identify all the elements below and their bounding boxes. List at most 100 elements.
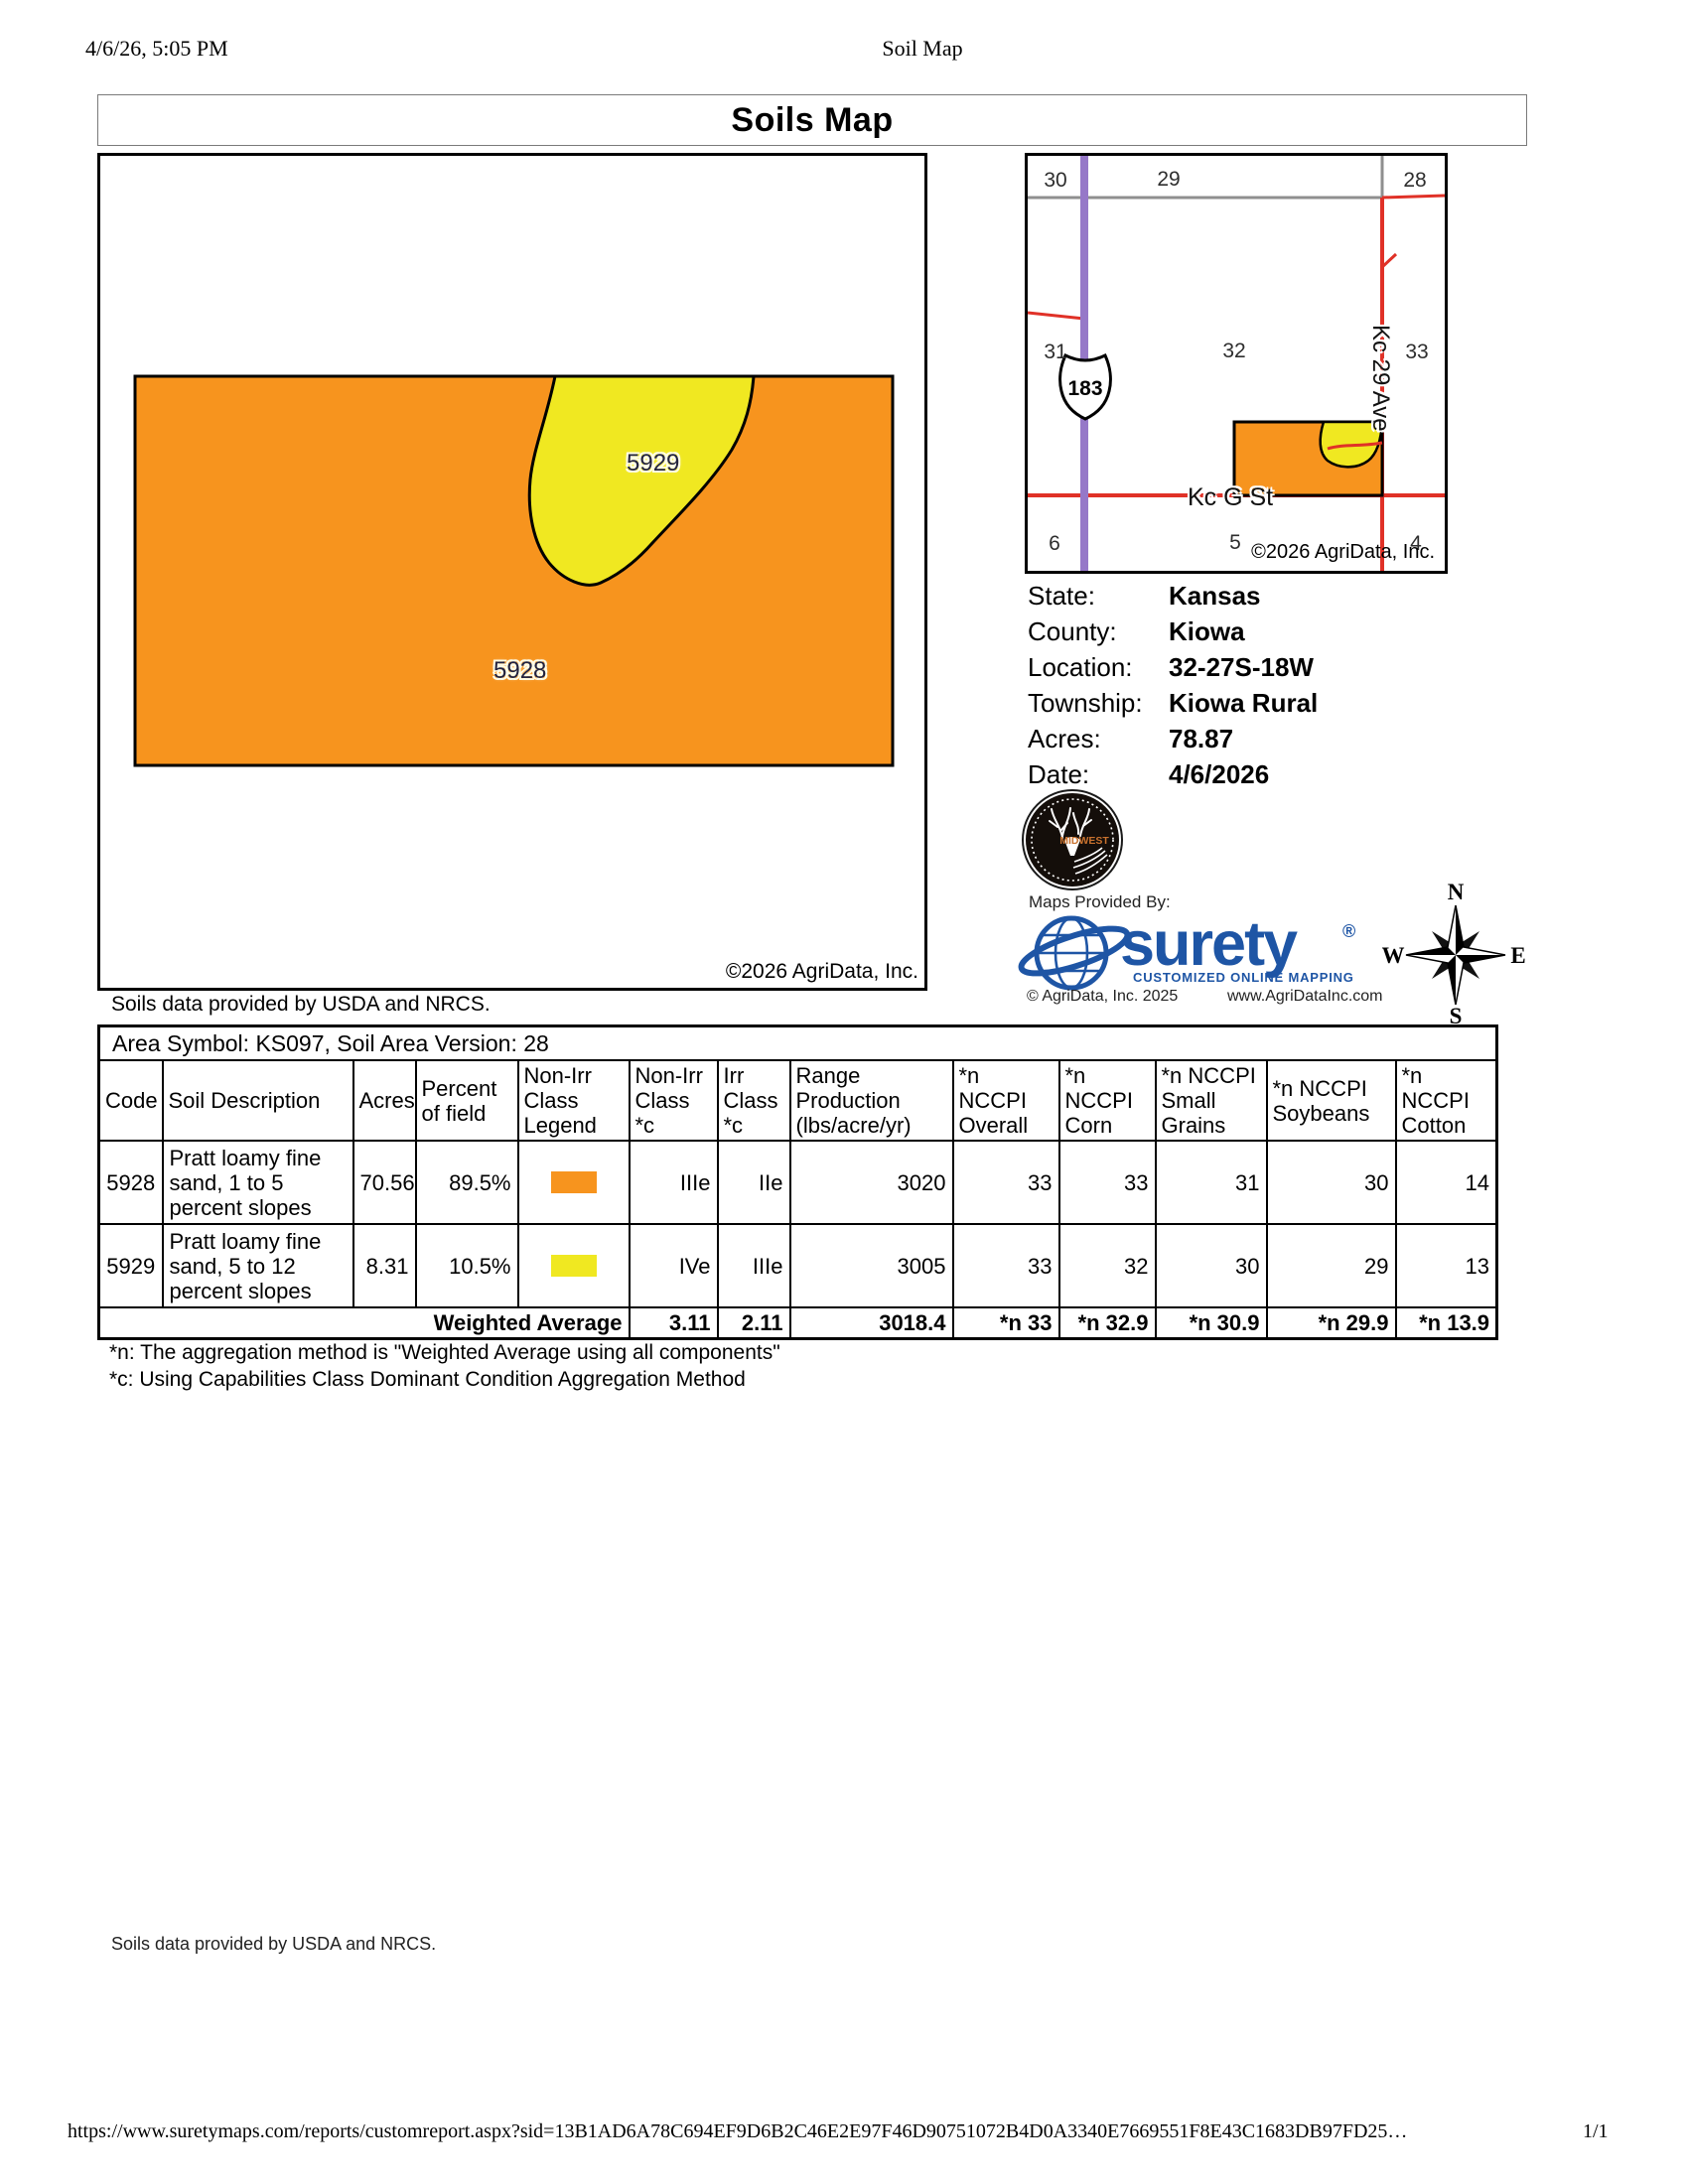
compass-e-label: E — [1510, 943, 1525, 968]
soil-code-label-5929: 5929 — [627, 450, 680, 477]
cell-nccpi-overall: 33 — [951, 1140, 1060, 1225]
cell-nccpi-corn: 33 — [1057, 1140, 1157, 1225]
soils-data-note: Soils data provided by USDA and NRCS. — [111, 993, 491, 1016]
cell-range-production: 3005 — [788, 1223, 954, 1308]
cell-description: Pratt loamy fine sand, 5 to 12 percent s… — [161, 1223, 354, 1308]
wa-nccpi-small-grains: *n 30.9 — [1154, 1306, 1268, 1340]
cell-acres: 8.31 — [352, 1223, 417, 1308]
section-30: 30 — [1044, 169, 1066, 192]
wa-nccpi-corn: *n 32.9 — [1057, 1306, 1157, 1340]
locator-copyright: ©2026 AgriData, Inc. — [1251, 541, 1435, 563]
wa-nccpi-cotton: *n 13.9 — [1394, 1306, 1498, 1340]
registered-mark: ® — [1342, 921, 1356, 941]
cell-nccpi-small-grains: 30 — [1154, 1223, 1268, 1308]
print-footer-url: https://www.suretymaps.com/reports/custo… — [68, 2120, 1408, 2142]
section-numbers: 30 29 28 31 32 33 6 5 4 — [1044, 168, 1428, 555]
cell-irr-class: IIe — [716, 1140, 791, 1225]
info-row-township: Township: Kiowa Rural — [1028, 685, 1445, 721]
print-header-title: Soil Map — [882, 36, 963, 61]
compass-w-label: W — [1382, 943, 1405, 968]
cell-nccpi-soybeans: 30 — [1265, 1140, 1397, 1225]
info-row-date: Date: 4/6/2026 — [1028, 756, 1445, 792]
table-header-row: Code Soil Description Acres Percent of f… — [97, 1059, 1498, 1142]
section-28: 28 — [1403, 169, 1426, 192]
cell-legend — [516, 1140, 631, 1225]
col-header-range-production: Range Production (lbs/acre/yr) — [788, 1059, 954, 1142]
col-header-nccpi-overall: *n NCCPI Overall — [951, 1059, 1060, 1142]
soils-table-container: Area Symbol: KS097, Soil Area Version: 2… — [97, 1024, 1499, 1340]
page-title: Soils Map — [731, 101, 894, 139]
info-label: Date: — [1028, 758, 1090, 789]
wa-irr-class: 2.11 — [716, 1306, 791, 1340]
section-6: 6 — [1049, 532, 1060, 555]
section-33: 33 — [1405, 341, 1428, 363]
cell-code: 5929 — [97, 1223, 164, 1308]
agridata-copyright: © AgriData, Inc. 2025 — [1027, 988, 1179, 1005]
info-row-location: Location: 32-27S-18W — [1028, 649, 1445, 685]
table-row-5928: 5928 Pratt loamy fine sand, 1 to 5 perce… — [97, 1140, 1498, 1225]
cell-nccpi-soybeans: 29 — [1265, 1223, 1397, 1308]
info-value: 32-27S-18W — [1169, 651, 1314, 682]
info-row-acres: Acres: 78.87 — [1028, 721, 1445, 756]
wa-nonirr-class: 3.11 — [628, 1306, 719, 1340]
report-title-box: Soils Map — [97, 94, 1527, 146]
info-value: Kansas — [1169, 580, 1261, 611]
cell-percent: 10.5% — [414, 1223, 519, 1308]
col-header-nccpi-cotton: *n NCCPI Cotton — [1394, 1059, 1498, 1142]
cell-legend — [516, 1223, 631, 1308]
area-symbol-row: Area Symbol: KS097, Soil Area Version: 2… — [97, 1024, 1498, 1061]
map-copyright: ©2026 AgriData, Inc. — [725, 960, 918, 983]
maps-provided-by-label: Maps Provided By: — [1029, 892, 1171, 911]
cell-description: Pratt loamy fine sand, 1 to 5 percent sl… — [161, 1140, 354, 1225]
col-header-description: Soil Description — [161, 1059, 354, 1142]
col-header-code: Code — [97, 1059, 164, 1142]
info-value: Kiowa — [1169, 615, 1245, 646]
deer-body-lines — [1072, 847, 1108, 875]
road-label-kc-g-st: Kc G St — [1188, 483, 1274, 511]
section-32: 32 — [1222, 340, 1245, 362]
wa-nccpi-overall: *n 33 — [951, 1306, 1060, 1340]
surety-globe-icon — [1018, 915, 1131, 991]
footnote-n: *n: The aggregation method is "Weighted … — [109, 1341, 780, 1364]
cell-nccpi-cotton: 14 — [1394, 1140, 1498, 1225]
surety-tagline: CUSTOMIZED ONLINE MAPPING — [1133, 970, 1354, 985]
cell-nccpi-overall: 33 — [951, 1223, 1060, 1308]
wa-range-production: 3018.4 — [788, 1306, 954, 1340]
badge-text: MIDWEST — [1059, 835, 1109, 847]
surety-wordmark: surety — [1120, 909, 1298, 979]
print-footer-page-number: 1/1 — [1583, 2120, 1609, 2142]
cell-acres: 70.56 — [352, 1140, 417, 1225]
col-header-irr-class: Irr Class *c — [716, 1059, 791, 1142]
cell-nccpi-small-grains: 31 — [1154, 1140, 1268, 1225]
wa-nccpi-soybeans: *n 29.9 — [1265, 1306, 1397, 1340]
section-29: 29 — [1157, 168, 1180, 191]
red-road-stub — [1028, 311, 1085, 321]
deer-head — [1064, 837, 1080, 856]
table-footnotes: *n: The aggregation method is "Weighted … — [109, 1339, 780, 1393]
info-label: Location: — [1028, 651, 1133, 682]
soil-polygons-map — [133, 374, 895, 767]
red-road-tick — [1380, 252, 1398, 269]
info-value: 78.87 — [1169, 723, 1234, 753]
info-value: Kiowa Rural — [1169, 687, 1319, 718]
legend-swatch-yellow — [550, 1255, 597, 1277]
col-header-nccpi-corn: *n NCCPI Corn — [1057, 1059, 1157, 1142]
red-road-top — [1381, 194, 1445, 200]
info-label: County: — [1028, 615, 1117, 646]
section-5: 5 — [1229, 531, 1241, 554]
locator-roads-map: 183 30 29 28 31 32 33 6 5 4 — [1028, 156, 1445, 571]
section-31: 31 — [1044, 341, 1066, 363]
red-road-into-field — [1327, 441, 1383, 451]
legend-swatch-orange — [550, 1171, 597, 1193]
locator-map: 183 30 29 28 31 32 33 6 5 4 — [1025, 153, 1448, 574]
globe-swoosh — [1018, 925, 1131, 977]
weighted-average-row: Weighted Average 3.11 2.11 3018.4 *n 33 … — [97, 1306, 1498, 1340]
info-value: 4/6/2026 — [1169, 758, 1270, 789]
col-header-acres: Acres — [352, 1059, 417, 1142]
col-header-nccpi-small-grains: *n NCCPI Small Grains — [1154, 1059, 1268, 1142]
road-label-kc-29-ave: Kc 29 Ave — [1367, 325, 1394, 432]
cell-nccpi-corn: 32 — [1057, 1223, 1157, 1308]
print-header-datetime: 4/6/26, 5:05 PM — [85, 36, 228, 61]
col-header-percent: Percent of field — [414, 1059, 519, 1142]
weighted-average-label: Weighted Average — [97, 1306, 631, 1340]
